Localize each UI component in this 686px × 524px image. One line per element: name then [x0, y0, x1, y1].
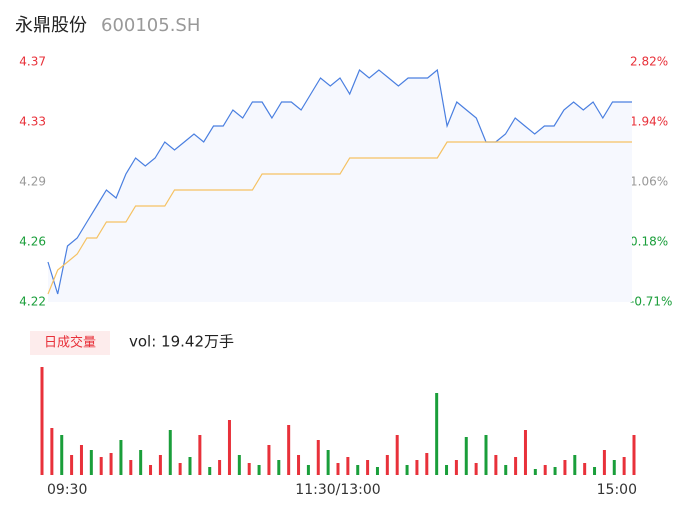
volume-bar — [168, 430, 172, 475]
volume-bar — [346, 457, 350, 475]
volume-bar — [336, 463, 340, 475]
volume-bar — [385, 455, 389, 475]
volume-bar — [277, 460, 281, 475]
volume-bar — [326, 450, 330, 475]
volume-bar — [89, 450, 93, 475]
volume-bar — [553, 467, 557, 475]
volume-bar — [484, 435, 488, 475]
volume-bar — [464, 437, 468, 475]
volume-bar — [415, 460, 419, 475]
volume-bar — [514, 457, 518, 475]
volume-bar — [70, 455, 74, 475]
volume-bar — [573, 455, 577, 475]
y-tick-label: 4.29 — [19, 175, 46, 189]
volume-bar — [454, 460, 458, 475]
volume-bar — [474, 463, 478, 475]
volume-bar — [504, 465, 508, 475]
y2-tick-label: -0.71% — [630, 295, 672, 309]
volume-bar — [257, 465, 261, 475]
y-tick-label: 4.33 — [19, 115, 46, 129]
volume-bar — [602, 450, 606, 475]
volume-bar — [445, 465, 449, 475]
volume-bar — [139, 450, 143, 475]
volume-bar — [632, 435, 636, 475]
volume-bar — [99, 457, 103, 475]
y2-tick-label: 2.82% — [630, 55, 668, 69]
volume-bar — [79, 445, 83, 475]
stock-name: 永鼎股份 — [15, 15, 87, 36]
volume-bar — [178, 463, 182, 475]
volume-bar — [583, 463, 587, 475]
y2-tick-label: 1.06% — [630, 175, 668, 189]
volume-bar — [188, 457, 192, 475]
average-line — [47, 141, 632, 295]
volume-total: vol: 19.42万手 — [129, 333, 234, 351]
volume-bar — [375, 467, 379, 475]
volume-bar — [208, 467, 212, 475]
volume-bar — [40, 367, 44, 475]
y2-tick-label: 1.94% — [630, 115, 668, 129]
volume-bar — [622, 457, 626, 475]
volume-bar — [297, 455, 301, 475]
volume-bar — [158, 455, 162, 475]
volume-bar — [198, 435, 202, 475]
y-tick-label: 4.22 — [19, 295, 46, 309]
volume-bar — [267, 445, 271, 475]
volume-bar — [435, 393, 439, 475]
volume-bar — [287, 425, 291, 475]
x-tick-label: 09:30 — [47, 482, 87, 498]
volume-bar — [237, 455, 241, 475]
volume-label: 日成交量 — [44, 335, 96, 351]
y-tick-label: 4.26 — [19, 235, 46, 249]
volume-badge — [30, 331, 110, 355]
x-tick-label: 11:30/13:00 — [295, 482, 380, 498]
volume-bar — [227, 420, 231, 475]
y-tick-label: 4.37 — [19, 55, 46, 69]
volume-bar — [425, 453, 429, 475]
volume-bar — [50, 428, 54, 475]
volume-bar — [563, 460, 567, 475]
volume-bar — [356, 465, 360, 475]
area-fill — [48, 70, 632, 302]
volume-bar — [366, 460, 370, 475]
volume-bar — [405, 465, 409, 475]
volume-bar — [316, 440, 320, 475]
volume-bar — [533, 469, 537, 475]
volume-bar — [247, 463, 251, 475]
stock-code: 600105.SH — [101, 15, 200, 36]
volume-bar — [129, 460, 133, 475]
volume-bar — [218, 460, 222, 475]
volume-bar — [149, 465, 153, 475]
volume-bar — [543, 465, 547, 475]
volume-bar — [119, 440, 123, 475]
volume-bar — [109, 453, 113, 475]
volume-bar — [494, 455, 498, 475]
y2-tick-label: 0.18% — [630, 235, 668, 249]
price-line — [47, 68, 632, 295]
volume-bar — [395, 435, 399, 475]
volume-bar — [60, 435, 64, 475]
volume-bar — [306, 465, 310, 475]
volume-bar — [523, 430, 527, 475]
x-tick-label: 15:00 — [597, 482, 637, 498]
volume-bar — [593, 467, 597, 475]
volume-bar — [612, 460, 616, 475]
